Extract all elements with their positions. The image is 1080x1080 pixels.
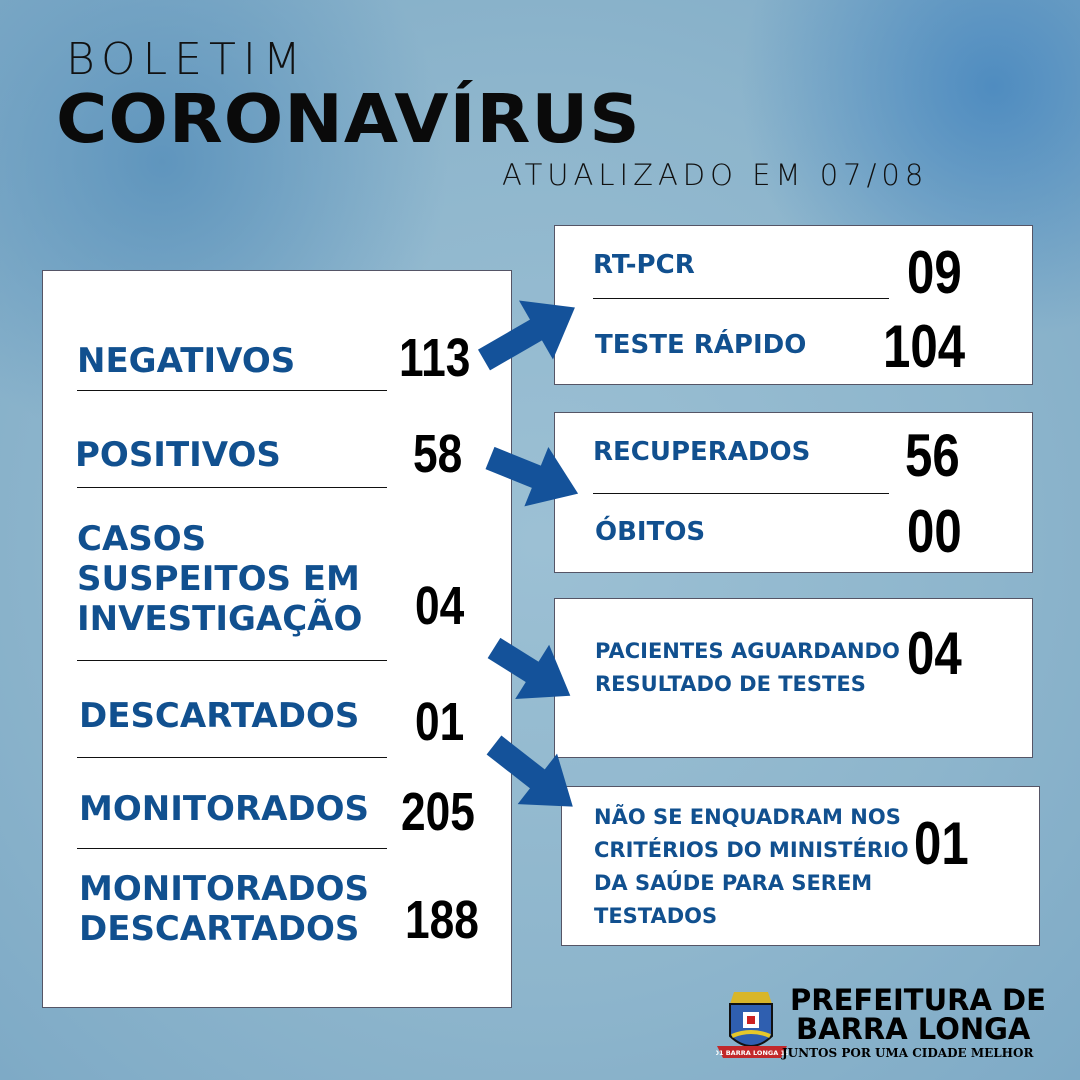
divider	[77, 660, 387, 661]
value-obitos: 00	[907, 498, 962, 565]
label-suspeitos: CASOS SUSPEITOS EM INVESTIGAÇÃO	[77, 519, 363, 639]
value-positivos: 58	[413, 424, 463, 484]
updated-date: ATUALIZADO EM 07/08	[502, 158, 929, 192]
value-negativos: 113	[399, 328, 471, 388]
value-teste-rapido: 104	[883, 313, 966, 380]
label-positivos: POSITIVOS	[75, 435, 281, 475]
label-obitos: ÓBITOS	[595, 517, 706, 547]
divider	[77, 487, 387, 488]
value-recuperados: 56	[905, 422, 960, 489]
outcomes-panel: RECUPERADOS 56 ÓBITOS 00	[554, 412, 1033, 573]
value-nao-enquadram: 01	[914, 810, 969, 877]
divider	[77, 848, 387, 849]
footer-slogan: JUNTOS POR UMA CIDADE MELHOR	[782, 1046, 1034, 1060]
divider	[593, 298, 889, 299]
arrow-icon	[478, 300, 575, 371]
arrow-icon	[487, 637, 571, 699]
notcriteria-panel: NÃO SE ENQUADRAM NOS CRITÉRIOS DO MINIST…	[561, 786, 1040, 946]
title-boletim: BOLETIM	[66, 34, 308, 85]
footer-line1: PREFEITURA DE	[790, 983, 1046, 1017]
crest-icon: 1701 BARRA LONGA 1938	[716, 992, 788, 1058]
value-rtpcr: 09	[907, 239, 962, 306]
label-teste-rapido: TESTE RÁPIDO	[595, 330, 807, 360]
label-recuperados: RECUPERADOS	[593, 437, 811, 467]
tests-panel: RT-PCR 09 TESTE RÁPIDO 104	[554, 225, 1033, 385]
footer-line2: BARRA LONGA	[796, 1012, 1031, 1046]
value-aguardando: 04	[907, 620, 962, 687]
summary-panel: NEGATIVOS 113 POSITIVOS 58 CASOS SUSPEIT…	[42, 270, 512, 1008]
label-descartados: DESCARTADOS	[79, 696, 360, 736]
awaiting-panel: PACIENTES AGUARDANDO RESULTADO DE TESTES…	[554, 598, 1033, 758]
value-suspeitos: 04	[415, 576, 465, 636]
value-descartados: 01	[415, 692, 465, 752]
label-nao-enquadram: NÃO SE ENQUADRAM NOS CRITÉRIOS DO MINIST…	[594, 805, 909, 928]
value-monitorados-descartados: 188	[405, 890, 479, 950]
value-monitorados: 205	[401, 782, 475, 842]
divider	[77, 390, 387, 391]
label-monitorados-descartados: MONITORADOS DESCARTADOS	[79, 869, 370, 949]
label-negativos: NEGATIVOS	[77, 341, 296, 381]
arrow-icon	[485, 446, 579, 507]
label-rtpcr: RT-PCR	[593, 250, 695, 280]
divider	[593, 493, 889, 494]
title-coronavirus: CORONAVÍRUS	[56, 80, 641, 158]
crest-ribbon-text: 1701 BARRA LONGA 1938	[716, 1049, 788, 1057]
label-aguardando: PACIENTES AGUARDANDO RESULTADO DE TESTES	[595, 639, 900, 696]
divider	[77, 757, 387, 758]
label-monitorados: MONITORADOS	[79, 789, 370, 829]
arrow-icon	[486, 735, 573, 807]
